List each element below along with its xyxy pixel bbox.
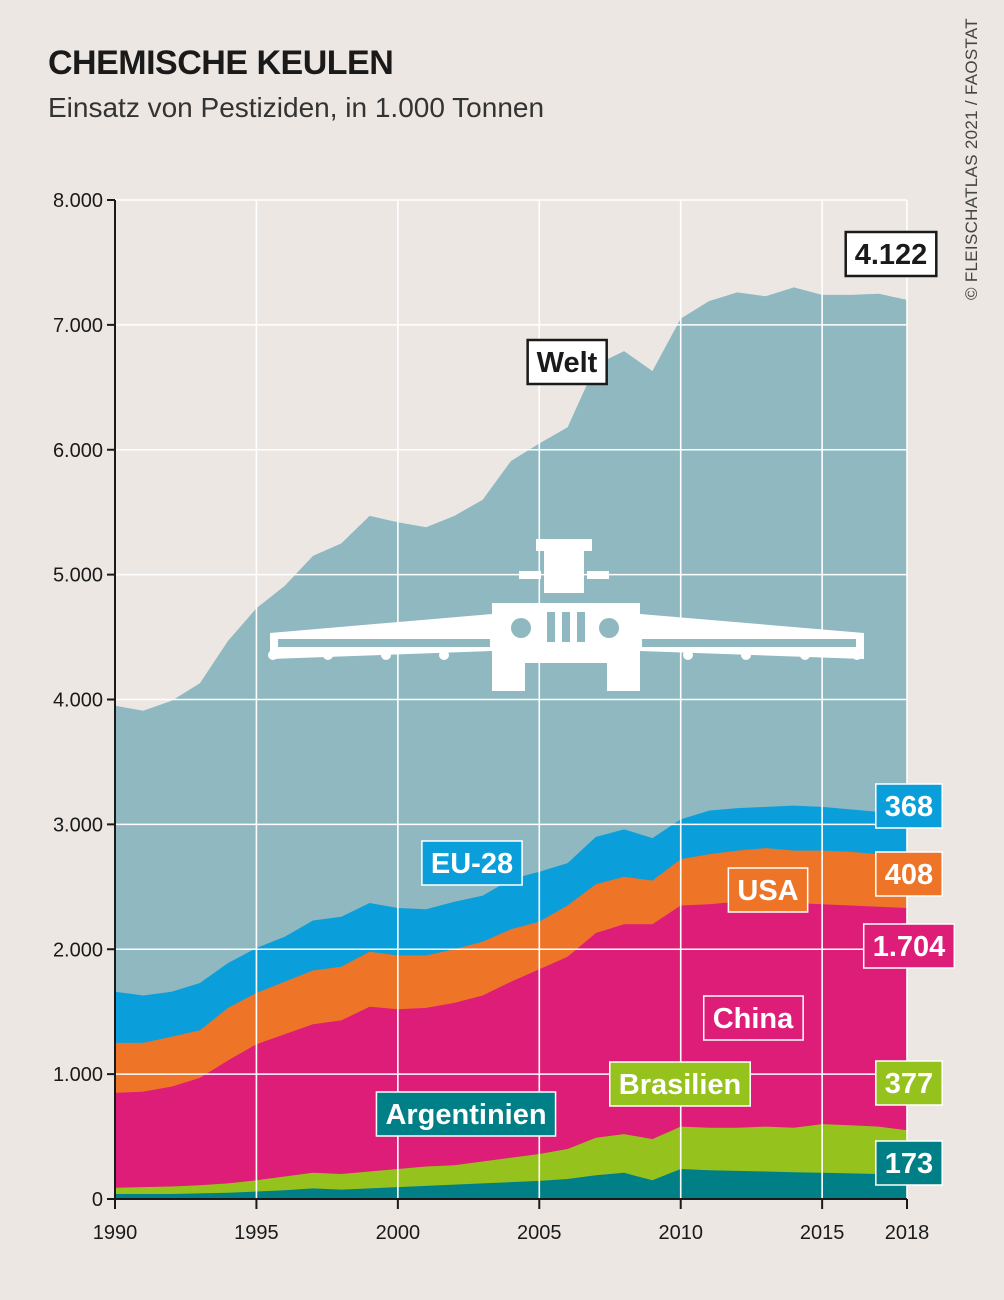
x-tick-label: 2010 (658, 1222, 703, 1244)
y-tick-label: 0 (92, 1189, 103, 1211)
label-layer: Welt 4.122 EU-28 368 USA 408 China 1.704 Brasili… (375, 230, 956, 1186)
end-value-label-text: 4.122 (855, 239, 928, 271)
area-china (115, 901, 907, 1199)
x-tick-label: 1995 (234, 1222, 279, 1244)
series-label-china: China (702, 995, 804, 1041)
y-tick-label: 3.000 (53, 814, 103, 836)
series-label-box (727, 867, 809, 913)
series-label-box (421, 840, 523, 886)
end-value-label-box (875, 851, 943, 897)
series-label-text: USA (737, 875, 798, 907)
end-value-label-text: 377 (885, 1068, 933, 1100)
y-tick-label: 2.000 (53, 939, 103, 961)
y-tick-label: 1.000 (53, 1064, 103, 1086)
end-value-label-argentinien: 173 (875, 1140, 943, 1186)
end-value-label-text: 408 (885, 859, 933, 891)
end-value-label-box (862, 923, 956, 969)
series-label-eu-28: EU-28 (421, 840, 523, 886)
series-label-box (375, 1091, 557, 1137)
series-label-text: Brasilien (619, 1069, 742, 1101)
end-value-label-box (875, 1060, 943, 1106)
series-label-welt: Welt (526, 338, 608, 386)
end-value-label-china: 1.704 (862, 923, 956, 969)
series-label-usa: USA (727, 867, 809, 913)
x-tick-label: 2018 (885, 1222, 930, 1244)
end-value-label-brasilien: 377 (875, 1060, 943, 1106)
series-label-text: Welt (537, 347, 598, 379)
y-tick-label: 8.000 (53, 190, 103, 212)
chart-title: CHEMISCHE KEULEN (48, 44, 394, 82)
end-value-label-text: 1.704 (873, 931, 946, 963)
series-label-box (702, 995, 804, 1041)
axes-layer: 0 1.000 2.000 3.000 4.000 5.000 6.000 7.000 8.00… (53, 190, 929, 1244)
series-label-argentinien: Argentinien (375, 1091, 557, 1137)
grid-layer (115, 199, 908, 1199)
series-label-text: China (713, 1003, 794, 1035)
series-label-box (609, 1061, 751, 1107)
series-label-text: EU-28 (431, 848, 513, 880)
end-value-label-box (844, 230, 938, 278)
series-label-text: Argentinien (385, 1099, 546, 1131)
y-tick-label: 6.000 (53, 440, 103, 462)
sprayer-tractor-icon (268, 539, 864, 691)
chart-subtitle: Einsatz von Pestiziden, in 1.000 Tonnen (48, 92, 545, 123)
series-label-brasilien: Brasilien (609, 1061, 751, 1107)
y-tick-label: 5.000 (53, 565, 103, 587)
end-value-label-box (875, 783, 943, 829)
area-argentinien (115, 1169, 907, 1199)
end-value-label-box (875, 1140, 943, 1186)
end-value-label-text: 368 (885, 791, 933, 823)
series-label-box (526, 338, 608, 386)
end-value-label-text: 173 (885, 1148, 933, 1180)
x-tick-label: 1990 (93, 1222, 138, 1244)
y-tick-label: 4.000 (53, 690, 103, 712)
end-value-label-usa: 408 (875, 851, 943, 897)
x-tick-label: 2005 (517, 1222, 562, 1244)
y-tick-label: 7.000 (53, 315, 103, 337)
end-value-label-welt: 4.122 (844, 230, 938, 278)
x-tick-label: 2015 (800, 1222, 845, 1244)
x-tick-label: 2000 (376, 1222, 421, 1244)
end-value-label-eu-28: 368 (875, 783, 943, 829)
area-layer (115, 287, 907, 1199)
